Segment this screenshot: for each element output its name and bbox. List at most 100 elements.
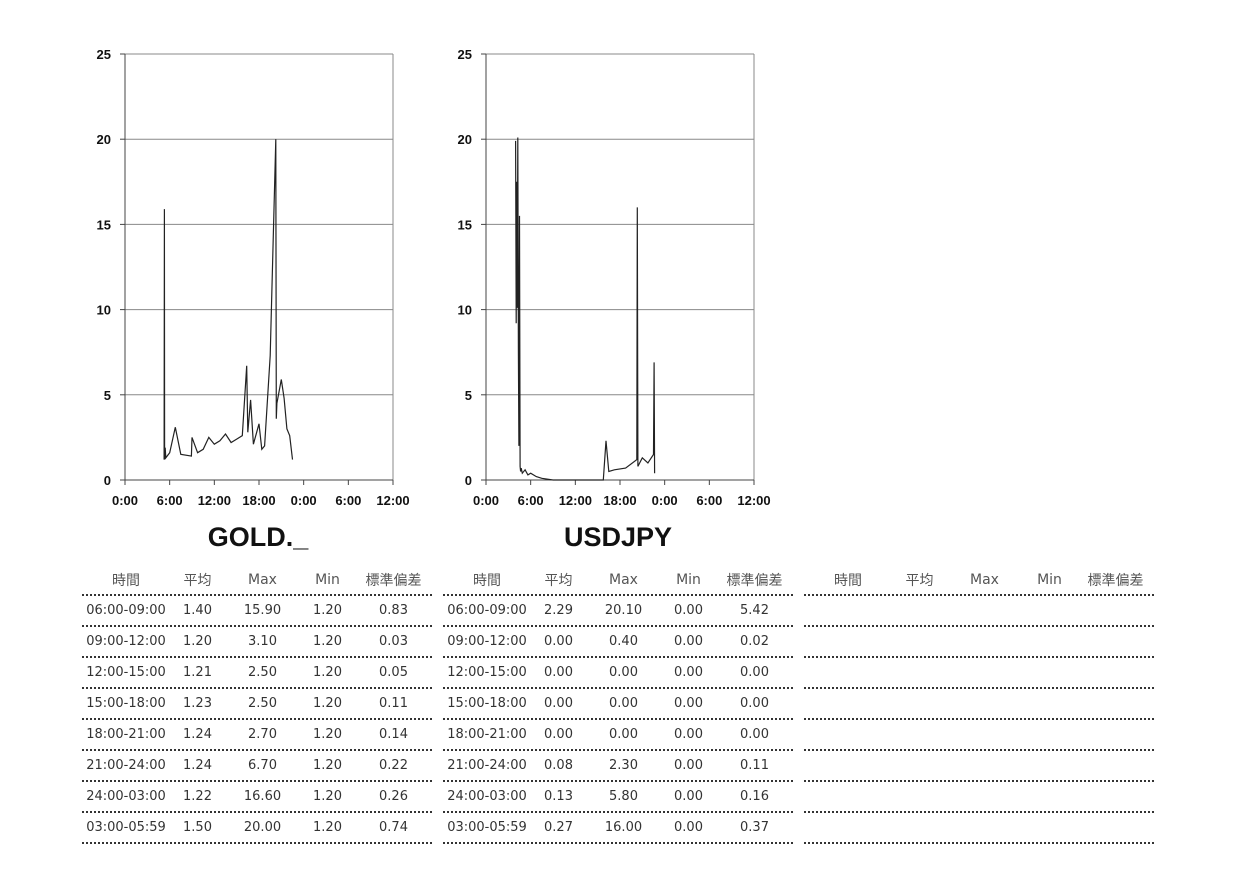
table-row: 15:00-18:00 0.00 0.00 0.00 0.00 (443, 689, 793, 720)
table-cell: 0.00 (544, 727, 573, 742)
usdjpy-stats-table: 時間 平均 Max Min 標準偏差 06:00-09:00 2.29 20.10 0.00 5.… (443, 566, 793, 844)
table-row: 03:00-05:59 1.50 20.00 1.20 0.74 (82, 813, 432, 844)
table-cell: 0.22 (379, 758, 408, 773)
table-cell: 0.00 (740, 665, 769, 680)
column-header: 標準偏差 (365, 573, 422, 589)
table-row: 18:00-21:00 1.24 2.70 1.20 0.14 (82, 720, 432, 751)
y-tick-label: 0 (465, 473, 472, 488)
table-cell: 0.83 (379, 603, 408, 618)
table-cell: 1.20 (313, 603, 342, 618)
table-row: 15:00-18:00 1.23 2.50 1.20 0.11 (82, 689, 432, 720)
table-cell: 1.50 (183, 820, 212, 835)
table-cell: 0.03 (379, 634, 408, 649)
table-cell: 2.50 (248, 696, 277, 711)
table-cell: 1.22 (183, 789, 212, 804)
table-cell: 0.00 (544, 696, 573, 711)
column-header: 時間 (834, 573, 862, 589)
x-tick-label: 0:00 (473, 493, 499, 508)
table-cell: 21:00-24:00 (447, 758, 527, 773)
table-row: 03:00-05:59 0.27 16.00 0.00 0.37 (443, 813, 793, 844)
x-tick-label: 18:00 (242, 493, 275, 508)
table-cell: 0.74 (379, 820, 408, 835)
y-tick-label: 20 (458, 132, 472, 147)
x-tick-label: 0:00 (291, 493, 317, 508)
table-row: 18:00-21:00 0.00 0.00 0.00 0.00 (443, 720, 793, 751)
y-tick-label: 10 (97, 303, 111, 318)
x-tick-label: 6:00 (335, 493, 361, 508)
y-tick-label: 15 (97, 217, 111, 232)
gold-symbol-title: GOLD._ (207, 522, 309, 552)
table-cell: 0.00 (609, 665, 638, 680)
table-cell: 21:00-24:00 (86, 758, 166, 773)
table-cell: 5.42 (740, 603, 769, 618)
table-cell: 1.20 (313, 820, 342, 835)
table-header-row: 時間 平均 Max Min 標準偏差 (82, 566, 432, 596)
column-header: 標準偏差 (1087, 573, 1144, 589)
column-header: 平均 (905, 573, 934, 589)
y-tick-label: 5 (104, 388, 111, 403)
column-header: 平均 (183, 573, 212, 589)
table-cell: 0.13 (544, 789, 573, 804)
table-cell: 0.00 (544, 665, 573, 680)
table-cell: 0.27 (544, 820, 573, 835)
table-cell: 0.00 (609, 696, 638, 711)
table-cell: 06:00-09:00 (86, 603, 166, 618)
table-cell: 0.26 (379, 789, 408, 804)
table-cell: 1.24 (183, 758, 212, 773)
table-cell: 1.20 (313, 758, 342, 773)
x-tick-label: 12:00 (737, 493, 770, 508)
column-header: Min (676, 572, 701, 588)
x-tick-label: 6:00 (696, 493, 722, 508)
usdjpy-chart-svg: 0 5 10 15 20 25 0:00 6:00 12:00 18:00 0:00 6:00 12:0… (458, 47, 771, 508)
table-row (804, 720, 1154, 751)
table-cell: 20.10 (604, 603, 643, 618)
table-row: 12:00-15:00 1.21 2.50 1.20 0.05 (82, 658, 432, 689)
table-cell: 6.70 (248, 758, 277, 773)
table-row: 09:00-12:00 0.00 0.40 0.00 0.02 (443, 627, 793, 658)
table-cell: 0.00 (674, 665, 703, 680)
table-cell: 1.21 (183, 665, 212, 680)
table-cell: 16.00 (604, 820, 643, 835)
table-cell: 3.10 (248, 634, 277, 649)
table-cell: 0.11 (379, 696, 408, 711)
table-cell: 1.23 (183, 696, 212, 711)
y-tick-label: 10 (458, 303, 472, 318)
table-cell: 09:00-12:00 (447, 634, 527, 649)
y-tick-label: 5 (465, 388, 472, 403)
table-cell: 2.50 (248, 665, 277, 680)
gold-stats-table: 時間 平均 Max Min 標準偏差 06:00-09:00 1.40 15.90 1.20 0.… (82, 566, 432, 844)
series-line (163, 139, 294, 460)
table-cell: 5.80 (609, 789, 638, 804)
y-tick-label: 25 (97, 47, 111, 62)
table-cell: 15.90 (243, 603, 282, 618)
y-tick-label: 0 (104, 473, 111, 488)
table-header-row: 時間 平均 Max Min 標準偏差 (443, 566, 793, 596)
table-row (804, 751, 1154, 782)
table-row: 24:00-03:00 0.13 5.80 0.00 0.16 (443, 782, 793, 813)
table-row: 06:00-09:00 2.29 20.10 0.00 5.42 (443, 596, 793, 627)
x-tick-label: 12:00 (559, 493, 592, 508)
table-cell: 24:00-03:00 (447, 789, 527, 804)
table-cell: 0.00 (674, 634, 703, 649)
table-row: 21:00-24:00 1.24 6.70 1.20 0.22 (82, 751, 432, 782)
table-row: 12:00-15:00 0.00 0.00 0.00 0.00 (443, 658, 793, 689)
table-cell: 09:00-12:00 (86, 634, 166, 649)
table-cell: 18:00-21:00 (447, 727, 527, 742)
table-cell: 0.40 (609, 634, 638, 649)
table-cell: 2.70 (248, 727, 277, 742)
usdjpy-symbol-title: USDJPY (563, 522, 673, 552)
table-cell: 1.20 (313, 696, 342, 711)
table-cell: 1.20 (313, 634, 342, 649)
table-cell: 0.00 (740, 696, 769, 711)
table-cell: 1.40 (183, 603, 212, 618)
table-cell: 0.00 (674, 603, 703, 618)
y-tick-label: 15 (458, 217, 472, 232)
table-cell: 2.30 (609, 758, 638, 773)
table-cell: 0.16 (740, 789, 769, 804)
table-cell: 0.02 (740, 634, 769, 649)
x-tick-label: 0:00 (112, 493, 138, 508)
table-cell: 0.11 (740, 758, 769, 773)
column-header: Max (609, 572, 638, 588)
table-row (804, 813, 1154, 844)
table-cell: 0.00 (674, 789, 703, 804)
